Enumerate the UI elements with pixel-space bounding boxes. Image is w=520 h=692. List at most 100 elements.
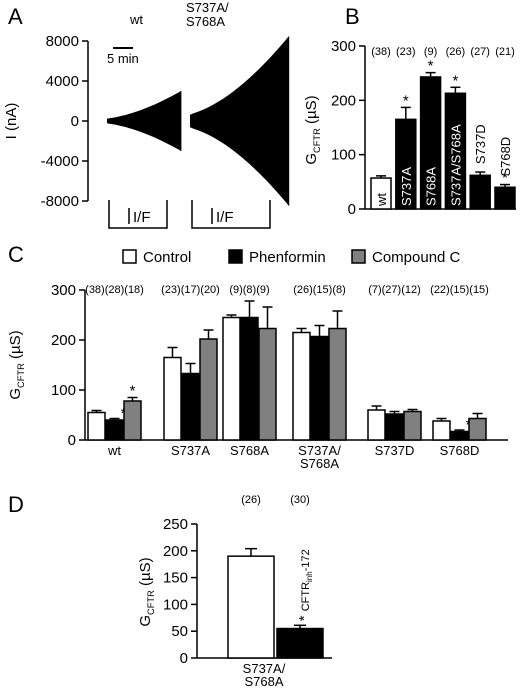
bar-c [292, 331, 311, 441]
bar-c [87, 411, 106, 441]
n-label-b: (27) [470, 46, 490, 58]
y-axis-label-c: GCFTR (µS) [7, 330, 26, 399]
legend-swatch-c [228, 249, 243, 264]
legend-swatch-c [351, 249, 366, 264]
bar-c [181, 372, 200, 441]
bar-c [403, 410, 422, 441]
n-labels-c: (26)(15)(8) [293, 284, 346, 296]
y-tick-label-a: -4000 [41, 153, 79, 170]
category-label-c: wt [107, 443, 121, 458]
y-axis-label-b: GCFTR (µS) [303, 95, 322, 164]
y-tick-label-c: 100 [51, 382, 76, 399]
stimulus-label: I/F [133, 209, 151, 226]
y-tick-label-d: 200 [163, 543, 188, 560]
legend-label-c: Control [143, 249, 191, 266]
category-label-b: S737D [473, 124, 488, 164]
current-trace-mutant [190, 35, 290, 207]
bar-c [199, 338, 218, 441]
significance-star-b: * [428, 58, 434, 75]
bar-c [310, 335, 329, 441]
trace-title-mutant-l1: S737A/ [186, 0, 229, 15]
bar-c [432, 420, 451, 441]
significance-star-b: * [502, 170, 508, 187]
bar-d [227, 555, 275, 659]
category-label-b: S768A [424, 167, 439, 206]
n-labels-c: (9)(8)(9) [229, 284, 269, 296]
category-label-c: S768A [300, 456, 339, 471]
y-tick-label-a: 8000 [46, 33, 79, 50]
panel-letter-b: B [345, 4, 360, 29]
category-label-b: S737A [399, 167, 414, 206]
category-label-b: S768D [498, 137, 513, 177]
n-label-b: (9) [424, 46, 437, 58]
n-label-b: (21) [495, 46, 515, 58]
bar-c [258, 327, 277, 441]
n-label-b: (23) [396, 46, 416, 58]
bar-b [469, 174, 491, 210]
significance-star-b: * [452, 72, 458, 89]
significance-star-b: * [403, 92, 409, 109]
n-label-b: (26) [446, 46, 466, 58]
y-axis-label-d: GCFTR (µS) [137, 557, 156, 626]
n-label-d: (30) [290, 494, 310, 506]
category-label-d: S737A/ [243, 661, 286, 676]
y-tick-label-b: 0 [348, 201, 356, 218]
trace-title-mutant-l2: S768A [186, 14, 225, 29]
y-tick-label-d: 100 [163, 596, 188, 613]
n-label-d: (26) [241, 494, 261, 506]
stimulus-label: I/F [216, 209, 234, 226]
category-label-c: S768A [230, 443, 269, 458]
bar-b [494, 186, 516, 210]
y-tick-label-c: 0 [68, 432, 76, 449]
y-axis-label-a: I (nA) [3, 103, 20, 140]
bar-c [385, 413, 404, 441]
significance-star-c: * [130, 383, 136, 400]
n-labels-c: (23)(17)(20) [161, 284, 220, 296]
trace-title-wt: wt [129, 12, 143, 27]
scale-bar-label-a: 5 min [107, 51, 139, 66]
bar-c [367, 409, 386, 441]
n-label-b: (38) [371, 46, 391, 58]
stimulus-bracket [108, 200, 168, 229]
y-tick-label-b: 300 [331, 38, 356, 55]
legend-label-c: Compound C [372, 249, 461, 266]
panel-letter-d: D [8, 492, 24, 517]
y-tick-label-b: 200 [331, 92, 356, 109]
n-labels-c: (38)(28)(18) [85, 284, 144, 296]
n-labels-c: (22)(15)(15) [430, 284, 489, 296]
bar-c [222, 316, 241, 441]
bar-c [105, 419, 124, 441]
category-label-c: S737D [375, 443, 415, 458]
legend-swatch-c [122, 249, 137, 264]
y-tick-label-d: 50 [171, 623, 188, 640]
y-tick-label-a: -8000 [41, 193, 79, 210]
y-tick-label-d: 150 [163, 570, 188, 587]
category-label-c: S768D [440, 443, 480, 458]
bar-d [276, 627, 324, 659]
y-tick-label-a: 0 [71, 113, 79, 130]
bar-c [468, 417, 487, 441]
category-label-c: S737A/ [298, 443, 341, 458]
bar-c [163, 356, 182, 441]
n-labels-c: (7)(27)(12) [368, 284, 421, 296]
y-tick-label-c: 200 [51, 332, 76, 349]
category-label-b: wt [374, 193, 389, 207]
panel-letter-c: C [8, 242, 24, 267]
bar-c [240, 316, 259, 441]
current-trace-wt [107, 90, 182, 152]
legend-label-c: Phenformin [249, 249, 326, 266]
bar-c [123, 400, 142, 441]
category-label-c: S737A [171, 443, 210, 458]
panel-letter-a: A [8, 4, 23, 29]
y-tick-label-a: 4000 [46, 73, 79, 90]
y-tick-label-d: 250 [163, 516, 188, 533]
y-tick-label-d: 0 [180, 650, 188, 667]
y-tick-label-c: 300 [51, 282, 76, 299]
stimulus-bracket [191, 200, 271, 229]
category-label-d: S768A [244, 674, 283, 689]
bar-c [328, 327, 347, 441]
y-tick-label-b: 100 [331, 147, 356, 164]
bar-annotation-d: * CFTRinh-172 [296, 549, 314, 621]
category-label-b: S737A/S768A [448, 124, 463, 206]
